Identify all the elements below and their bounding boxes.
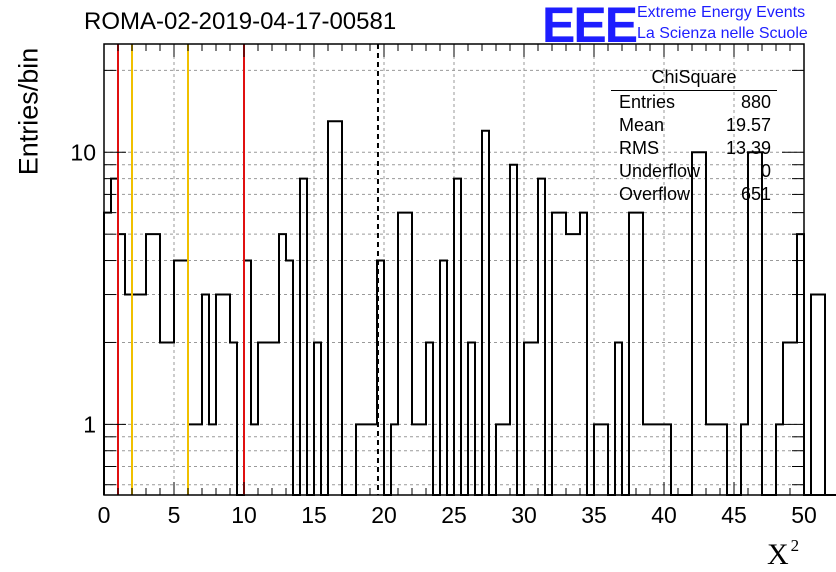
histogram-bin [818,295,825,495]
x-tick-label: 5 [168,502,181,528]
stats-row-overflow: Overflow 651 [611,183,777,206]
x-tick-label: 35 [581,502,607,528]
x-tick-label: 40 [651,502,677,528]
x-tick-label: 45 [721,502,747,528]
stats-value: 0 [760,161,771,181]
stats-label: Overflow [619,184,691,204]
y-tick-label: 10 [70,139,96,165]
stats-label: Entries [619,92,676,112]
chart-title: ROMA-02-2019-04-17-00581 [84,8,397,35]
stats-row-rms: RMS 13.39 [611,137,777,160]
stats-value: 880 [740,92,771,112]
logo-line-1: Extreme Energy Events [637,4,806,21]
logo-line-2: La Scienza nelle Scuole [637,25,808,42]
stats-value: 19.57 [725,115,771,135]
stats-row-underflow: Underflow 0 [611,160,777,183]
stats-value: 651 [740,184,771,204]
x-tick-label: 50 [791,502,817,528]
histogram-outline [103,120,836,496]
stats-label: Mean [619,115,665,135]
stats-value: 13.39 [725,138,771,158]
eee-logo: EEE [542,0,638,53]
y-axis-label: Entries/bin [13,47,44,176]
stats-box: ChiSquare Entries 880 Mean 19.57 RMS 13.… [611,67,777,209]
y-tick-label: 1 [83,411,96,437]
x-tick-label: 30 [511,502,537,528]
stats-label: Underflow [619,161,701,181]
stats-row-entries: Entries 880 [611,91,777,114]
histogram-bin [811,295,818,495]
x-tick-label: 0 [98,502,111,528]
x-tick-label: 10 [231,502,257,528]
stats-label: RMS [619,138,659,158]
x-tick-label: 25 [441,502,467,528]
x-tick-label: 20 [371,502,397,528]
stats-row-mean: Mean 19.57 [611,114,777,137]
stats-title: ChiSquare [611,67,777,91]
x-tick-label: 15 [301,502,327,528]
